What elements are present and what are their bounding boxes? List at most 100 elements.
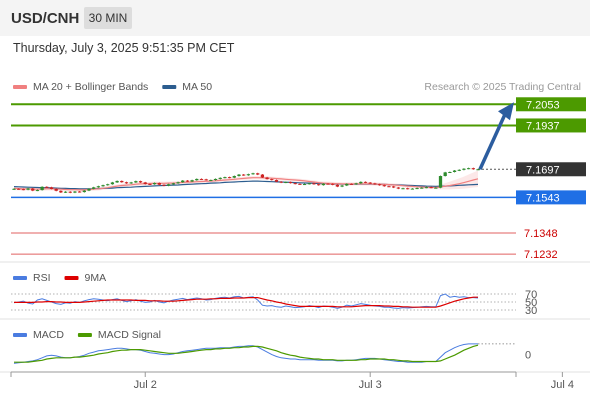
bollinger-band <box>14 170 478 192</box>
candle-body <box>340 185 344 187</box>
candle-body <box>251 173 255 175</box>
candle-body <box>317 184 321 186</box>
rsi-tick-label: 50 <box>525 297 537 309</box>
candle-body <box>237 174 241 177</box>
support-level-label: 7.1348 <box>524 228 558 240</box>
candle-body <box>391 186 396 188</box>
candle-body <box>396 187 400 189</box>
candle-body <box>120 180 124 183</box>
target-level-tag <box>516 118 586 133</box>
candle-body <box>49 187 54 189</box>
candle-body <box>101 185 105 187</box>
candle-body <box>68 191 72 193</box>
candle-body <box>462 168 466 170</box>
candle-body <box>452 170 457 173</box>
support-level-label: 7.1232 <box>524 249 558 261</box>
legend-label: MA 50 <box>182 81 212 93</box>
candle-body <box>434 187 438 189</box>
candle-body <box>242 174 246 176</box>
legend-swatch-0 <box>13 333 27 337</box>
candle-body <box>326 183 330 185</box>
candle-body <box>171 183 175 185</box>
candle-body <box>181 180 185 183</box>
candle-body <box>302 184 307 186</box>
target-level-label: 7.1937 <box>526 120 560 132</box>
time-axis-label: Jul 3 <box>359 379 382 391</box>
ma20-line <box>13 177 479 191</box>
candle-body <box>265 177 269 180</box>
legend-swatch-0 <box>13 276 27 280</box>
candle-body <box>82 190 86 193</box>
candle-body <box>424 187 429 189</box>
candle-body <box>106 184 110 186</box>
candle-body <box>73 191 77 193</box>
candle-body <box>185 180 190 182</box>
candle-body <box>195 178 199 181</box>
macd-signal-line <box>14 344 479 363</box>
candle-body <box>415 188 419 190</box>
macd-tick-label: 0 <box>525 350 531 362</box>
chart-header: USD/CNH 30 MIN <box>0 0 590 36</box>
candle-body <box>270 179 274 181</box>
candle-body <box>12 188 16 190</box>
candle-body <box>92 187 96 189</box>
price-level-label: 7.1697 <box>526 164 560 176</box>
candle-body <box>288 182 293 184</box>
timeframe-button[interactable]: 30 MIN <box>84 7 132 29</box>
candle-body <box>209 180 213 182</box>
candle-body <box>63 191 68 193</box>
candle-body <box>471 168 475 170</box>
legend-swatch-1 <box>77 333 92 337</box>
target-level-label: 7.2053 <box>526 99 560 111</box>
legend-swatch-0 <box>13 85 27 89</box>
candle-body <box>227 177 232 179</box>
candle-body <box>387 186 391 188</box>
candle-body <box>232 176 236 178</box>
candle-body <box>54 188 58 191</box>
candle-body <box>162 184 166 186</box>
candle-body <box>87 188 91 191</box>
macd-line <box>13 343 478 364</box>
candle-body <box>21 189 26 191</box>
candle-body <box>129 182 133 184</box>
candle-body <box>167 184 171 186</box>
candle-body <box>331 183 335 185</box>
candle-body <box>298 183 302 185</box>
candle-body <box>284 182 288 184</box>
candle-body <box>443 172 447 177</box>
candle-body <box>77 191 82 193</box>
candle-body <box>143 182 147 185</box>
candle-body <box>40 186 44 191</box>
candle-body <box>410 188 415 190</box>
pivot-level-tag <box>516 190 586 205</box>
symbol-label: USD/CNH <box>11 10 80 27</box>
candle-body <box>377 184 382 186</box>
candle-body <box>96 186 101 188</box>
forecast-arrow-head <box>498 102 514 121</box>
candle-body <box>335 184 340 187</box>
candle-body <box>307 183 311 185</box>
candle-body <box>321 183 325 186</box>
candle-body <box>124 182 129 184</box>
candle-body <box>157 182 161 185</box>
candle-body <box>148 184 152 186</box>
pivot-level-label: 7.1543 <box>526 192 560 204</box>
candle-body <box>382 185 386 187</box>
candle-body <box>199 178 204 180</box>
candle-body <box>373 183 377 185</box>
candle-body <box>476 169 480 171</box>
legend-swatch-1 <box>162 85 177 89</box>
candle-body <box>368 182 372 184</box>
candle-body <box>35 190 40 192</box>
candle-body <box>429 187 433 189</box>
legend-label: RSI <box>33 272 51 284</box>
candle-body <box>45 186 49 188</box>
candle-body <box>312 183 316 185</box>
candle-body <box>406 188 410 190</box>
candle-body <box>110 182 115 185</box>
candle-body <box>274 180 279 182</box>
legend-label: MA 20 + Bollinger Bands <box>33 81 148 93</box>
candle-body <box>246 174 250 176</box>
datetime-label: Thursday, July 3, 2025 9:51:35 PM CET <box>13 41 235 55</box>
